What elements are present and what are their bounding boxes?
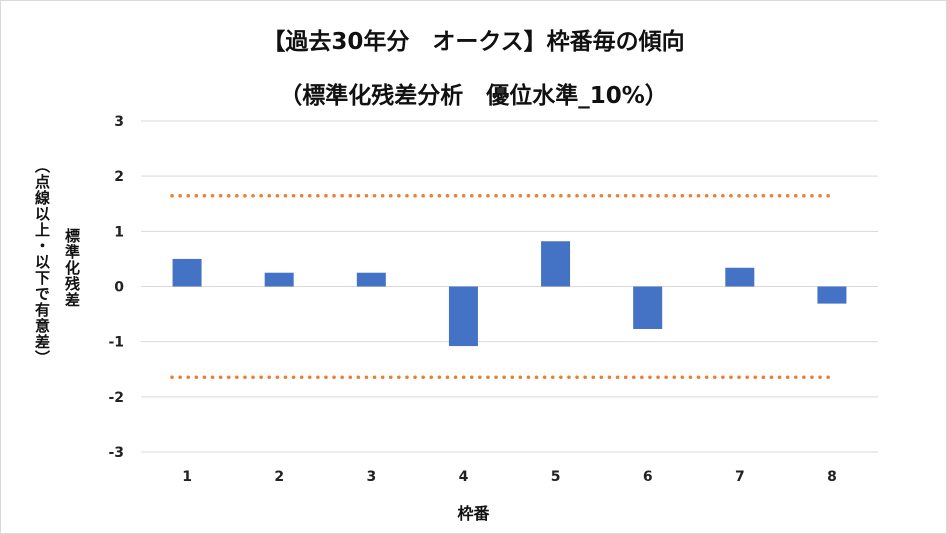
bar-2: [264, 272, 294, 287]
bar-8: [817, 286, 847, 304]
x-tick-label: 8: [827, 469, 837, 485]
y-tick-label: 0: [114, 280, 124, 296]
bar-7: [725, 267, 755, 287]
bar-5: [541, 241, 571, 287]
bar-3: [356, 272, 386, 287]
bar-4: [448, 286, 478, 347]
y-tick-label: 3: [114, 114, 124, 130]
chart-subtitle: （標準化残差分析 優位水準_10%）: [279, 83, 668, 109]
x-tick-label: 2: [274, 469, 284, 485]
x-axis-label: 枠番: [457, 504, 490, 523]
x-tick-label: 3: [366, 469, 376, 485]
y-tick-label: -3: [108, 445, 124, 461]
y-tick-label: -1: [108, 335, 124, 351]
bar-6: [633, 286, 663, 329]
y-axis-note: （点線以上・以下で有意差）: [33, 158, 51, 366]
y-tick-label: 1: [114, 224, 124, 240]
y-tick-label: 2: [114, 169, 124, 185]
y-axis-label: 標準化残差: [63, 228, 81, 308]
x-tick-label: 7: [735, 469, 745, 485]
x-tick-label: 1: [182, 469, 192, 485]
chart-title: 【過去30年分 オークス】枠番毎の傾向: [262, 29, 685, 55]
y-axis-label-group: （点線以上・以下で有意差） 標準化残差: [28, 158, 88, 408]
x-tick-label: 5: [551, 469, 561, 485]
y-tick-label: -2: [108, 390, 124, 406]
x-tick-label: 6: [643, 469, 653, 485]
bar-1: [172, 258, 202, 287]
x-tick-label: 4: [459, 469, 469, 485]
